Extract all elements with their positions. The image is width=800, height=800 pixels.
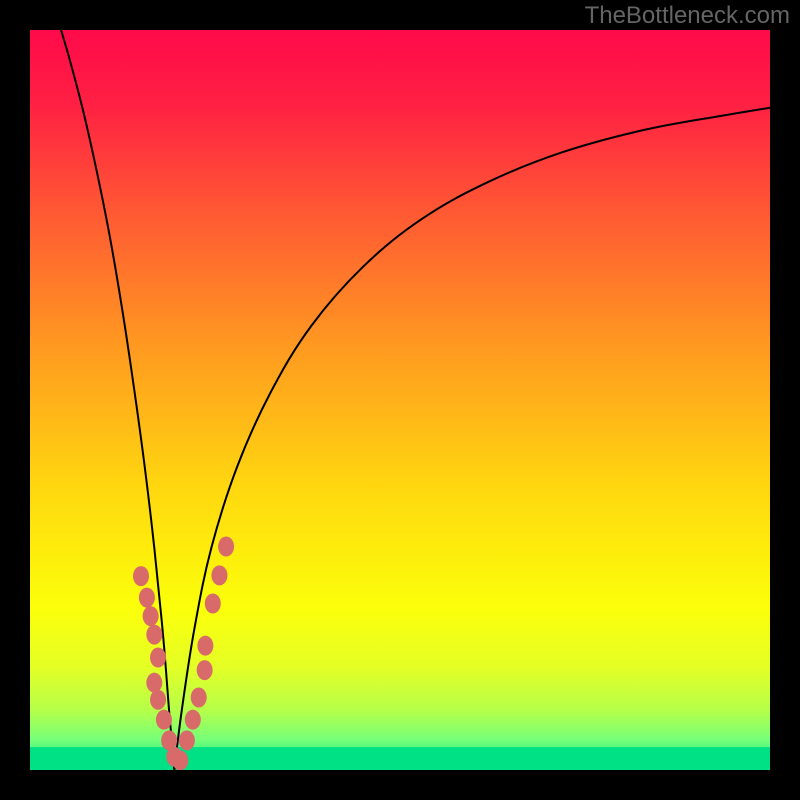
bead-marker: [197, 660, 213, 680]
bead-marker: [139, 588, 155, 608]
bead-marker: [191, 687, 207, 707]
bead-marker: [143, 606, 159, 626]
bead-marker: [156, 710, 172, 730]
bead-marker: [205, 594, 221, 614]
bead-marker: [185, 710, 201, 730]
bead-marker: [218, 537, 234, 557]
chart-canvas: TheBottleneck.com: [0, 0, 800, 800]
bead-marker: [146, 673, 162, 693]
bead-marker: [133, 566, 149, 586]
bead-marker: [146, 625, 162, 645]
bead-marker: [172, 750, 188, 770]
bead-marker: [150, 648, 166, 668]
watermark-text: TheBottleneck.com: [585, 2, 790, 30]
bottom-strip: [30, 747, 770, 770]
bead-marker: [197, 636, 213, 656]
bead-marker: [179, 730, 195, 750]
bead-marker: [211, 565, 227, 585]
chart-svg: [0, 0, 800, 800]
bead-marker: [150, 690, 166, 710]
plot-background: [30, 30, 770, 770]
